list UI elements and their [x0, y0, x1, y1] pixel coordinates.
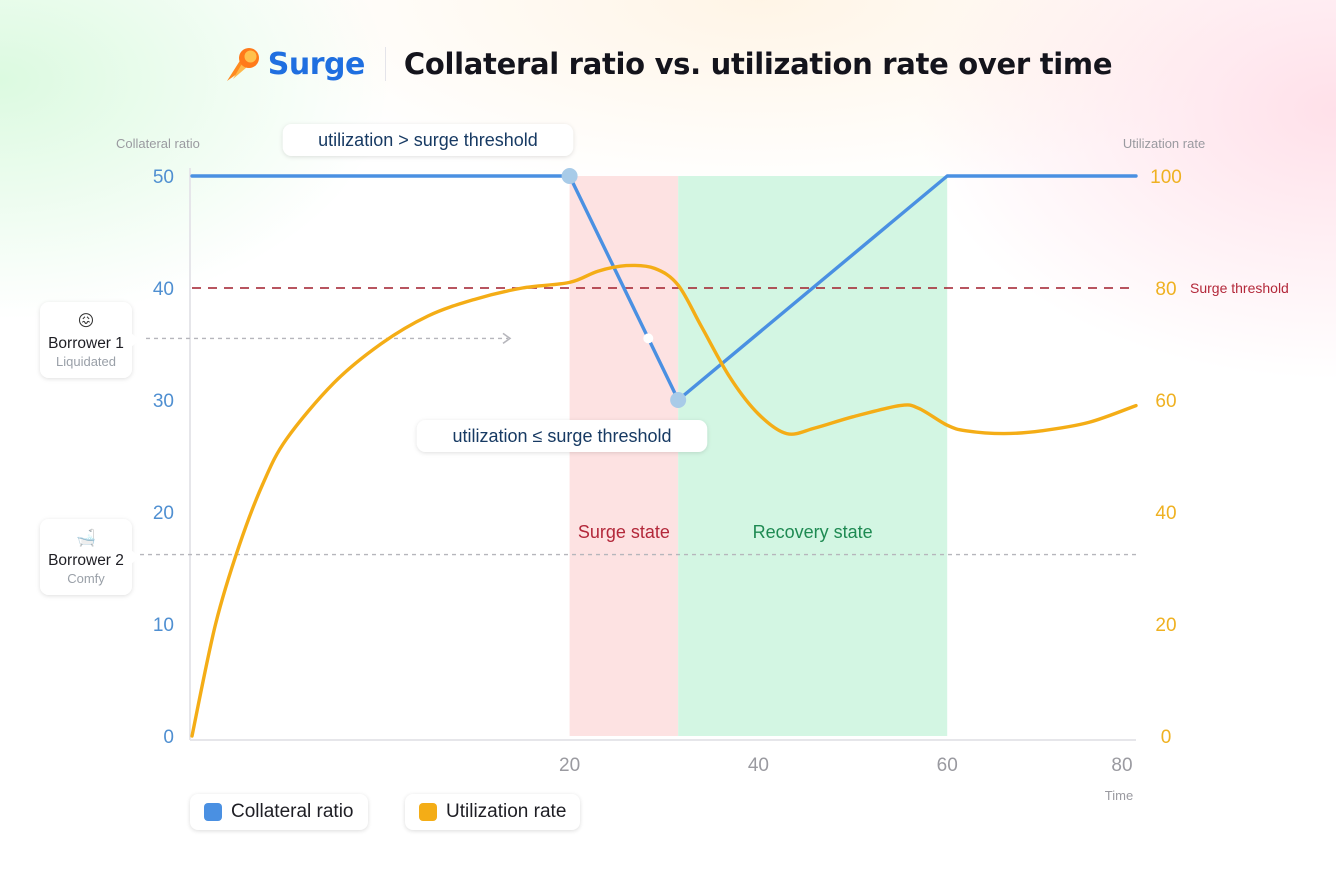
liquidation-point: [643, 333, 654, 344]
y-left-tick-label: 10: [153, 615, 174, 636]
y-right-tick-label: 80: [1155, 279, 1176, 300]
borrower-1-arrow-icon: [502, 332, 512, 345]
comet-icon: [226, 48, 259, 81]
surge-threshold-label: Surge threshold: [1190, 280, 1289, 296]
legend-item-utilization-rate[interactable]: Utilization rate: [405, 794, 581, 830]
x-tick-label: 40: [748, 755, 769, 776]
y-left-tick-label: 40: [153, 279, 174, 300]
annotation-recovery-start-bg: [416, 420, 708, 452]
annotation-surge-start-bg: [282, 124, 574, 156]
y-left-tick-label: 0: [163, 727, 174, 748]
borrower-card-1: [40, 302, 132, 378]
header: Surge Collateral ratio vs. utilization r…: [0, 40, 1336, 88]
legend-label-utilization: Utilization rate: [446, 801, 567, 822]
brand: Surge: [224, 44, 365, 84]
legend-swatch-utilization: [419, 803, 437, 821]
x-tick-label: 20: [559, 755, 580, 776]
y-right-axis-title: Utilization rate: [1123, 136, 1205, 151]
brand-name: Surge: [267, 46, 366, 82]
borrower-status: Liquidated: [56, 354, 116, 369]
surge-state-region: [569, 176, 679, 736]
x-tick-label: 60: [937, 755, 958, 776]
y-left-tick-label: 50: [153, 167, 174, 188]
x-axis-title: Time: [1105, 788, 1133, 803]
y-right-tick-label: 60: [1155, 391, 1176, 412]
y-right-tick-label: 20: [1155, 615, 1176, 636]
borrower-name: Borrower 2: [48, 552, 124, 569]
borrower-card-pointer: [131, 333, 140, 347]
legend-label-collateral: Collateral ratio: [231, 801, 354, 822]
annotation-recovery-start: utilization ≤ surge threshold: [453, 426, 672, 446]
borrower-emoji-icon: 😖: [78, 313, 95, 330]
surge-start-point: [561, 168, 578, 184]
legend-item-collateral-ratio[interactable]: Collateral ratio: [190, 794, 368, 830]
recovery-start-point: [670, 392, 687, 408]
utilization-rate-line: [190, 263, 1138, 738]
y-right-tick-label: 40: [1155, 503, 1176, 524]
recovery-state-label: Recovery state: [753, 522, 873, 542]
borrower-emoji-icon: 🛁: [76, 528, 96, 547]
x-tick-label: 80: [1111, 755, 1132, 776]
borrower-name: Borrower 1: [48, 335, 124, 352]
borrower-status: Comfy: [67, 571, 105, 586]
y-right-tick-label: 100: [1150, 167, 1182, 188]
header-divider: [384, 47, 386, 81]
y-left-tick-label: 30: [153, 391, 174, 412]
recovery-state-region: [678, 176, 948, 736]
legend-swatch-collateral: [204, 803, 222, 821]
borrower-card-2: [40, 519, 132, 595]
annotation-surge-start: utilization > surge threshold: [318, 130, 538, 150]
y-left-tick-label: 20: [153, 503, 174, 524]
surge-state-label: Surge state: [578, 522, 670, 542]
y-left-axis-title: Collateral ratio: [116, 136, 200, 151]
page-title: Collateral ratio vs. utilization rate ov…: [403, 47, 1113, 81]
borrower-card-pointer: [131, 550, 140, 564]
y-right-tick-label: 0: [1161, 727, 1172, 748]
